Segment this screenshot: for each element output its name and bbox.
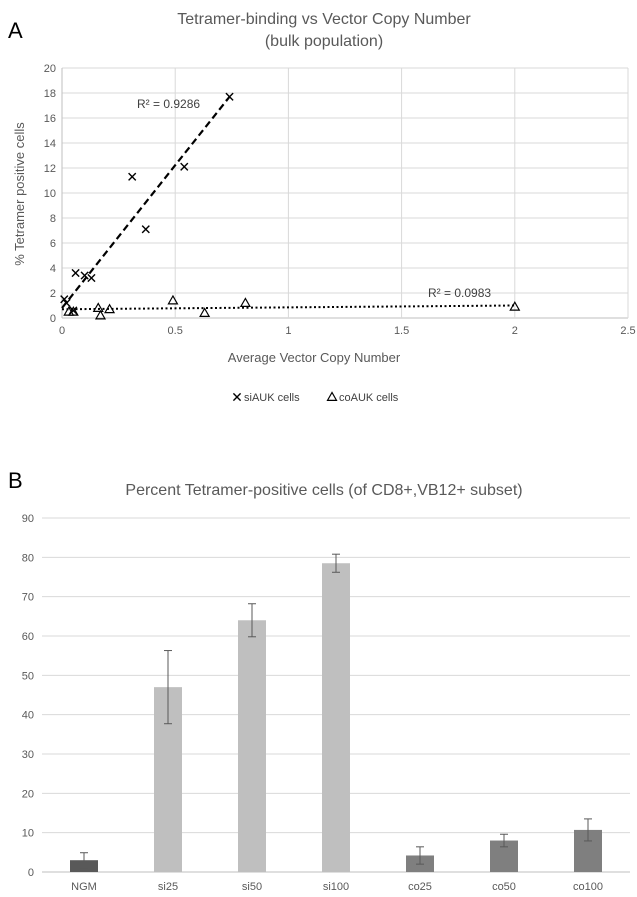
y-tick-label: 2	[50, 288, 56, 300]
x-tick-label: 0.5	[168, 325, 183, 337]
x-tick-label: 1.5	[394, 325, 409, 337]
x-tick-label: si100	[323, 881, 349, 893]
y-tick-label: 20	[22, 788, 34, 800]
error-bar-ngm	[80, 852, 88, 869]
scatter-gridlines	[61, 67, 629, 319]
scatter-chart: A Tetramer-binding vs Vector Copy Number…	[8, 11, 636, 404]
trendline-siauk	[61, 96, 231, 309]
y-tick-label: 30	[22, 749, 34, 761]
point-siauk	[180, 162, 189, 171]
r2-label-coauk: R² = 0.0983	[428, 286, 491, 300]
x-tick-label: co25	[408, 881, 432, 893]
point-siauk	[80, 271, 89, 280]
point-siauk	[87, 273, 96, 283]
x-tick-label: co50	[492, 881, 516, 893]
y-tick-label: 60	[22, 631, 34, 643]
legend-triangle-icon	[326, 391, 338, 401]
scatter-y-axis-label: % Tetramer positive cells	[12, 122, 27, 266]
point-coauk	[239, 297, 251, 307]
bar-y-ticks: 0 10 20 30 40 50 60 70 80 90	[22, 513, 34, 879]
point-coauk	[167, 294, 179, 305]
y-tick-label: 14	[44, 138, 56, 150]
x-tick-label: co100	[573, 881, 603, 893]
scatter-y-ticks: 0 2 4 6 8 10 12 14 16 18 20	[44, 63, 56, 325]
point-coauk	[92, 302, 104, 312]
point-siauk	[60, 295, 69, 304]
y-tick-label: 80	[22, 552, 34, 564]
point-siauk	[225, 92, 234, 101]
bar-error-bars	[80, 553, 592, 869]
point-coauk	[67, 306, 79, 316]
scatter-x-ticks: 0 0.5 1 1.5 2 2.5	[59, 325, 636, 337]
point-siauk	[71, 268, 80, 278]
legend-marker-siauk	[232, 392, 242, 402]
y-tick-label: 18	[44, 88, 56, 100]
panel-label-b: B	[8, 468, 23, 493]
y-tick-label: 70	[22, 592, 34, 604]
y-tick-label: 0	[50, 313, 56, 325]
error-bar-si25	[164, 650, 172, 725]
legend-label-siauk: siAUK cells	[244, 392, 300, 404]
scatter-title: Tetramer-binding vs Vector Copy Number	[177, 11, 471, 28]
error-bar-co100	[584, 818, 592, 842]
y-tick-label: 4	[50, 263, 56, 275]
y-tick-label: 40	[22, 710, 34, 722]
y-tick-label: 10	[22, 828, 34, 840]
y-tick-label: 16	[44, 113, 56, 125]
y-tick-label: 0	[28, 867, 34, 879]
bar-si100	[322, 563, 350, 872]
x-tick-label: si50	[242, 881, 262, 893]
bar-si50	[238, 620, 266, 872]
scatter-trendlines	[61, 96, 515, 311]
scatter-legend: siAUK cells coAUK cells	[232, 391, 399, 404]
point-coauk	[94, 309, 107, 320]
y-tick-label: 12	[44, 163, 56, 175]
x-tick-label: 2.5	[620, 325, 635, 337]
y-tick-label: 10	[44, 188, 56, 200]
point-siauk	[62, 298, 71, 308]
y-tick-label: 6	[50, 238, 56, 250]
y-tick-label: 50	[22, 670, 34, 682]
bar-chart: B Percent Tetramer-positive cells (of CD…	[8, 468, 630, 893]
trendline-coauk	[61, 304, 515, 311]
legend-marker-coauk	[326, 391, 338, 401]
x-tick-label: 2	[512, 325, 518, 337]
panel-label-a: A	[8, 18, 23, 43]
point-coauk	[199, 307, 211, 317]
scatter-x-axis-label: Average Vector Copy Number	[228, 350, 401, 365]
x-tick-label: NGM	[71, 881, 97, 893]
y-tick-label: 8	[50, 213, 56, 225]
y-tick-label: 90	[22, 513, 34, 525]
scatter-points	[60, 92, 521, 320]
point-coauk	[509, 301, 521, 311]
bar-x-ticks: NGM si25 si50 si100 co25 co50 co100	[71, 881, 603, 893]
legend-x-icon	[232, 392, 242, 402]
r2-label-siauk: R² = 0.9286	[137, 97, 200, 111]
point-siauk	[141, 225, 150, 234]
scatter-subtitle: (bulk population)	[265, 33, 383, 50]
error-bar-co50	[500, 833, 508, 848]
point-siauk	[128, 172, 137, 181]
point-coauk	[104, 303, 116, 314]
bar-title: Percent Tetramer-positive cells (of CD8+…	[125, 482, 522, 499]
legend-label-coauk: coAUK cells	[339, 392, 399, 404]
error-bar-si50	[248, 603, 256, 638]
x-tick-label: si25	[158, 881, 178, 893]
y-tick-label: 20	[44, 63, 56, 75]
point-siauk	[69, 306, 78, 315]
x-tick-label: 0	[59, 325, 65, 337]
bar-marks	[70, 563, 602, 872]
error-bar-co25	[416, 846, 424, 865]
error-bar-si100	[332, 553, 340, 573]
x-tick-label: 1	[285, 325, 291, 337]
